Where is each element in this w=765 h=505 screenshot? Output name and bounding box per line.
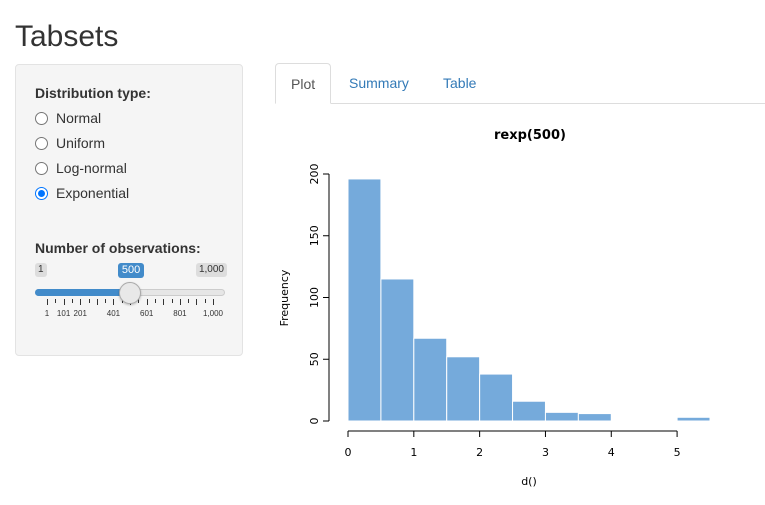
y-tick-label: 100 (308, 287, 321, 308)
slider-tick (179, 299, 181, 305)
histogram-bar (446, 356, 481, 422)
y-tick-label: 200 (308, 164, 321, 185)
histogram-bar (479, 373, 514, 422)
slider-tick (80, 299, 82, 305)
tab-plot[interactable]: Plot (275, 63, 332, 104)
radio-label: Exponential (56, 185, 130, 201)
slider-tick (204, 299, 206, 303)
radio-button-icon[interactable] (35, 136, 48, 150)
slider-tick (154, 299, 156, 303)
chart-title: rexp(500) (494, 128, 566, 143)
slider-tick-label: 801 (173, 309, 187, 318)
histogram-bar (512, 400, 546, 422)
distribution-type-label: Distribution type: (35, 85, 151, 101)
slider-tick (138, 299, 140, 303)
x-tick-label: 1 (410, 446, 417, 459)
histogram-bar (544, 411, 579, 422)
histogram-bar (413, 337, 448, 422)
slider-max-label: 1,000 (195, 263, 227, 277)
x-tick-label: 4 (608, 446, 615, 459)
histogram-bar (380, 278, 415, 422)
y-axis-label: Frequency (278, 269, 291, 326)
histogram-bar (676, 416, 711, 422)
observations-label: Number of observations: (35, 240, 201, 256)
radio-label: Normal (56, 110, 102, 126)
radio-button-icon[interactable] (35, 161, 48, 175)
tab-table[interactable]: Table (443, 75, 477, 91)
observations-slider[interactable]: 1 1,000 500 1 101 201 401 601 801 1,000 (35, 261, 227, 321)
slider-tick-label: 401 (106, 309, 121, 318)
x-tick-label: 0 (345, 446, 352, 459)
slider-min-label: 1 (35, 263, 47, 277)
x-tick-label: 3 (542, 446, 549, 459)
slider-value-label: 500 (117, 263, 145, 278)
radio-label: Log-normal (56, 160, 127, 176)
radio-option-exponential[interactable]: Exponential (35, 183, 129, 203)
slider-tick-label: 1,000 (202, 309, 224, 318)
sidebar-panel: Distribution type: Normal Uniform Log-no… (15, 64, 243, 356)
slider-tick (88, 299, 90, 303)
slider-tick (55, 299, 57, 303)
slider-tick (171, 299, 173, 303)
slider-tick (63, 299, 65, 305)
slider-tick (188, 299, 190, 303)
slider-tick-label: 101 (56, 309, 71, 318)
y-tick-label: 0 (308, 418, 321, 425)
x-tick-label: 5 (674, 446, 681, 459)
slider-tick (71, 299, 73, 303)
radio-button-checked-icon[interactable] (35, 186, 48, 200)
radio-option-normal[interactable]: Normal (35, 108, 101, 128)
slider-tick (47, 299, 48, 305)
histogram-bar (347, 178, 382, 422)
slider-handle[interactable] (118, 282, 141, 304)
slider-tick (213, 299, 214, 305)
x-axis-label: d() (521, 475, 537, 488)
page-title: Tabsets (15, 20, 119, 53)
histogram-plot: rexp(500) Frequency d() 0 1 2 3 4 50501001502… (278, 128, 711, 488)
slider-fill (35, 289, 130, 296)
radio-option-log-normal[interactable]: Log-normal (35, 158, 127, 178)
slider-tick (96, 299, 98, 305)
radio-label: Uniform (56, 135, 106, 151)
slider-tick (105, 299, 107, 303)
x-tick-label: 2 (476, 446, 483, 459)
slider-tick (163, 299, 165, 305)
bars-group (347, 178, 711, 422)
slider-tick (146, 299, 148, 305)
slider-tick (196, 299, 198, 305)
radio-button-icon[interactable] (35, 111, 48, 125)
tab-summary[interactable]: Summary (349, 75, 409, 91)
slider-tick-label: 601 (140, 309, 154, 318)
slider-tick-label: 201 (73, 309, 87, 318)
y-tick-label: 150 (308, 225, 321, 246)
radio-option-uniform[interactable]: Uniform (35, 133, 105, 153)
y-tick-label: 50 (308, 352, 321, 366)
slider-tick (113, 299, 115, 305)
tab-bar: Plot Summary Table (275, 63, 765, 104)
histogram-bar (577, 413, 612, 422)
slider-tick-label: 1 (44, 309, 50, 318)
